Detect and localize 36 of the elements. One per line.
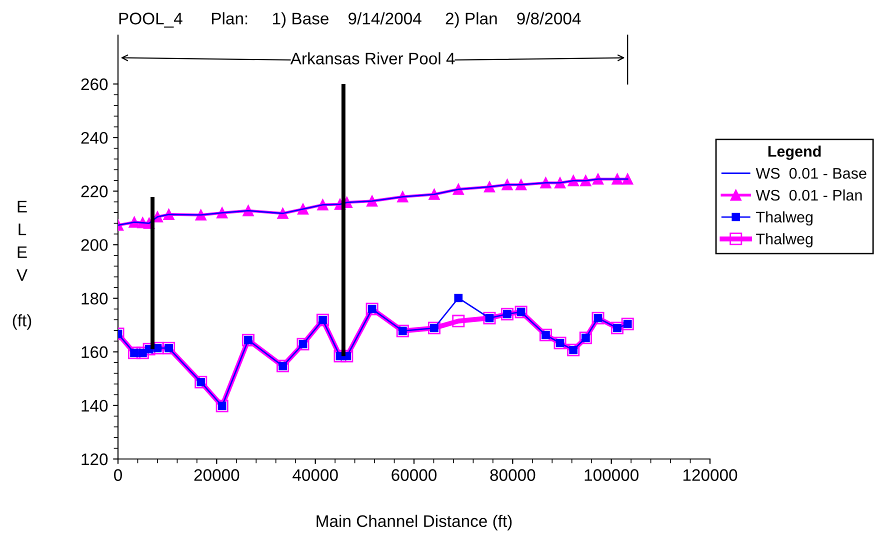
point: [539, 328, 552, 342]
x-axis-title: Main Channel Distance (ft): [316, 514, 512, 530]
chart-title: POOL_4 Plan: 1) Base 9/14/2004 2) Plan 9/8/2004: [119, 12, 581, 28]
point: [428, 322, 440, 334]
y-tick-label: 120: [82, 453, 108, 466]
point: [316, 314, 329, 326]
x-tick-label: 40000: [292, 469, 338, 481]
y-tick-label: 180: [82, 292, 108, 304]
x-tick-label: 120000: [683, 469, 738, 481]
legend-label: Thalweg: [756, 233, 812, 248]
y-tick-label: 260: [81, 78, 108, 90]
x-tick-label: 60000: [392, 469, 437, 481]
point: [452, 314, 465, 328]
chart-subtitle: Arkansas River Pool 4: [290, 52, 455, 64]
x-tick-label: 100000: [584, 469, 638, 481]
y-tick-label: 140: [82, 400, 108, 412]
point: [579, 332, 592, 344]
point: [500, 308, 514, 320]
point: [128, 346, 141, 360]
x-tick-label: 0: [114, 469, 122, 481]
point: [611, 322, 624, 334]
legend-label: WS 0.01 - Plan: [756, 189, 862, 201]
legend-label: WS 0.01 - Base: [756, 168, 866, 179]
legend-label: Thalweg: [756, 211, 812, 226]
point: [276, 360, 290, 372]
point: [162, 342, 176, 354]
y-tick-label: 220: [81, 186, 108, 198]
text: E L E V (ft): [12, 200, 32, 330]
y-tick-label: 160: [82, 346, 108, 358]
x-tick-label: 80000: [490, 469, 536, 481]
point: [242, 334, 254, 346]
y-tick-label: 240: [81, 132, 108, 144]
point: [454, 294, 463, 302]
y-tick-label: 200: [81, 239, 108, 251]
legend-title: Legend: [768, 146, 821, 160]
x-tick-label: 20000: [194, 469, 240, 481]
